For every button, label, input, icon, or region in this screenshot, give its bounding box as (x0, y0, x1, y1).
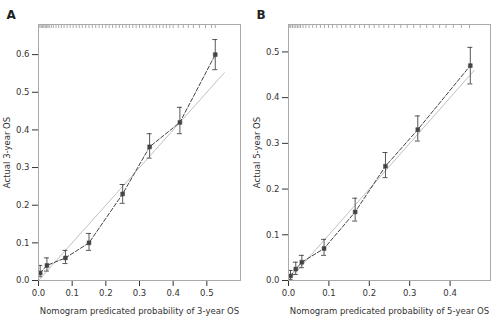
svg-text:0.0: 0.0 (266, 275, 280, 285)
svg-text:0.4: 0.4 (16, 125, 30, 135)
svg-text:0.2: 0.2 (99, 288, 113, 298)
svg-text:Nomogram predicated probabilit: Nomogram predicated probability of 5-yea… (290, 306, 489, 316)
svg-text:0.0: 0.0 (16, 275, 30, 285)
svg-text:0.1: 0.1 (65, 288, 79, 298)
svg-text:Actual 5-year OS: Actual 5-year OS (252, 117, 262, 188)
svg-text:0.2: 0.2 (16, 200, 30, 210)
svg-text:0.3: 0.3 (403, 288, 417, 298)
svg-text:Nomogram predicated probabilit: Nomogram predicated probability of 3-yea… (40, 306, 239, 316)
svg-text:0.4: 0.4 (443, 288, 457, 298)
svg-text:0.1: 0.1 (266, 230, 280, 240)
svg-text:0.3: 0.3 (266, 138, 280, 148)
svg-text:0.4: 0.4 (266, 92, 280, 102)
svg-text:0.6: 0.6 (16, 49, 30, 59)
svg-text:0.5: 0.5 (266, 47, 280, 57)
svg-text:0.2: 0.2 (363, 288, 377, 298)
svg-text:0.2: 0.2 (266, 184, 280, 194)
svg-text:0.4: 0.4 (166, 288, 180, 298)
svg-text:0.3: 0.3 (133, 288, 147, 298)
svg-text:0.1: 0.1 (322, 288, 336, 298)
svg-text:0.5: 0.5 (200, 288, 214, 298)
svg-text:0.0: 0.0 (32, 288, 46, 298)
svg-text:0.5: 0.5 (16, 87, 30, 97)
svg-text:0.0: 0.0 (282, 288, 296, 298)
svg-text:B: B (257, 8, 266, 22)
svg-text:0.1: 0.1 (16, 238, 30, 248)
svg-text:A: A (7, 8, 17, 22)
svg-text:Actual 3-year OS: Actual 3-year OS (2, 117, 12, 188)
svg-text:0.3: 0.3 (16, 162, 30, 172)
